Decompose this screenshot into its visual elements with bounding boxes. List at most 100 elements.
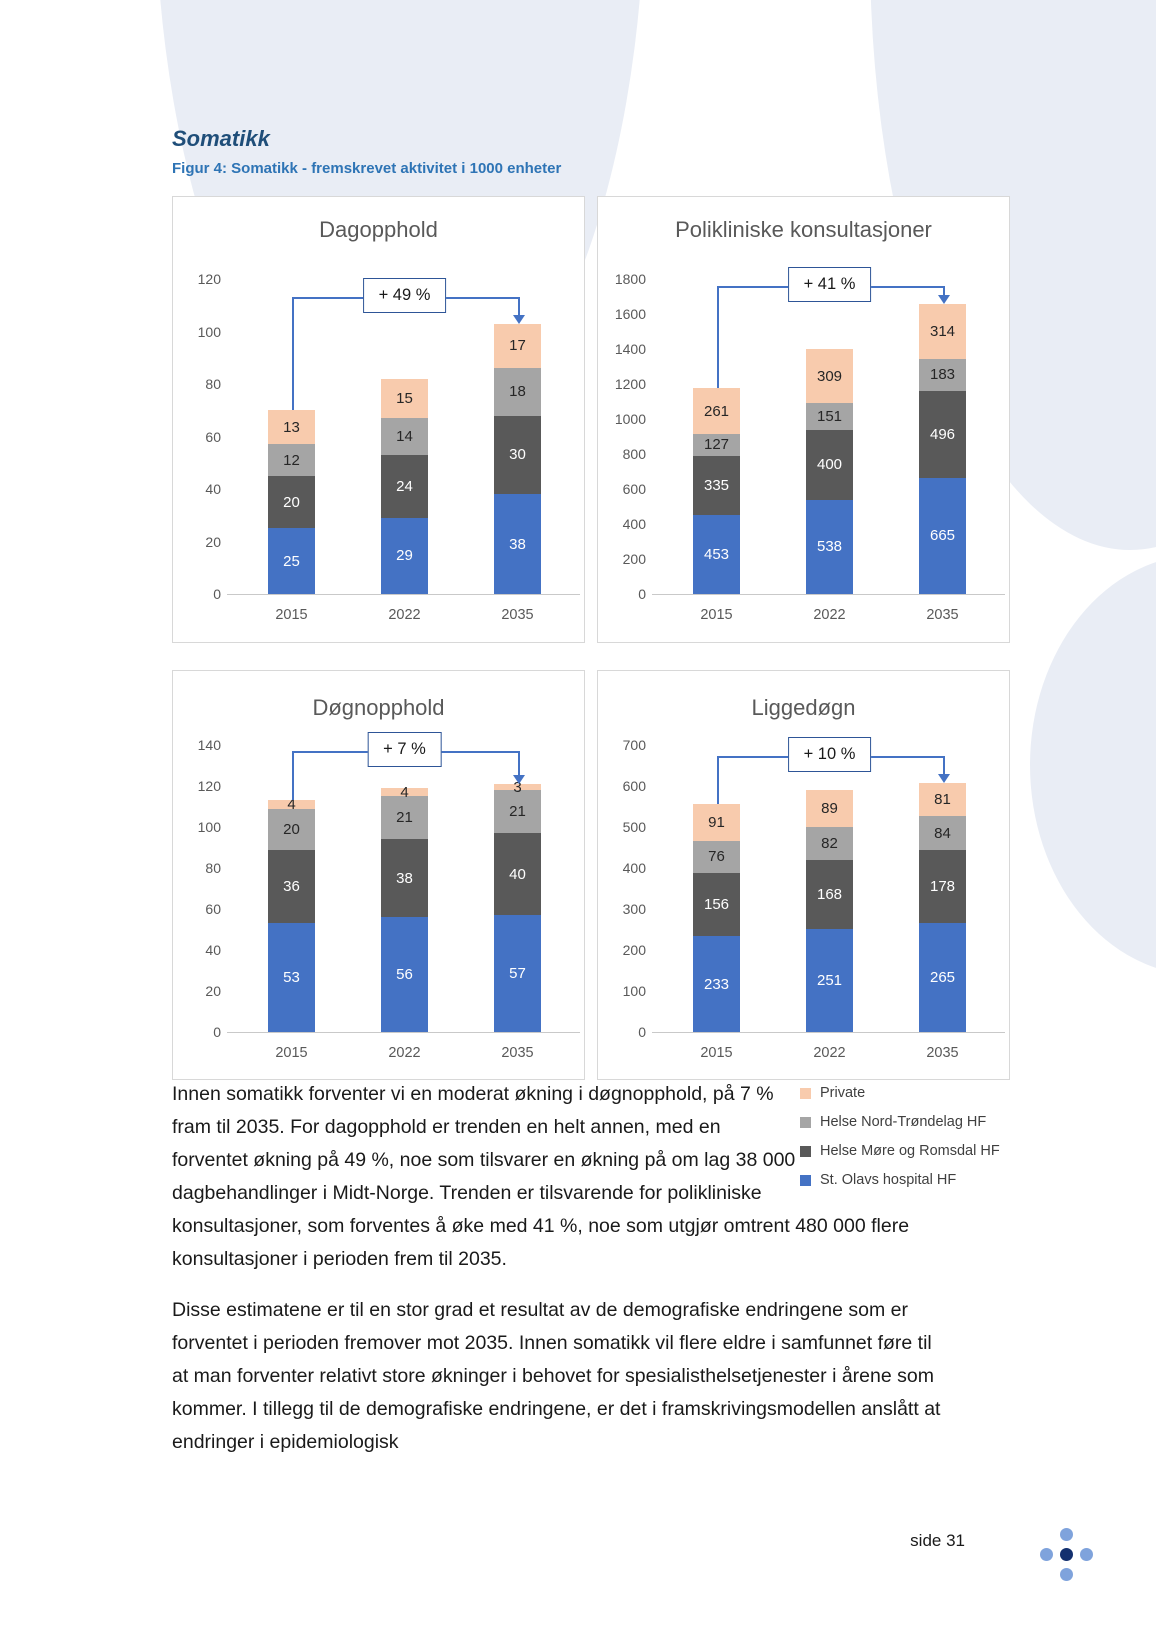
x-category-label: 2015: [275, 607, 308, 623]
bar-segment-value: 400: [816, 456, 843, 474]
x-category-label: 2015: [275, 1045, 308, 1061]
bar-segment: 20: [268, 475, 315, 529]
bar-segment-value: 151: [816, 408, 843, 426]
chart-plot-area: 0 200 400 600 800 1000 1200 1400 1600 1800 453 335 1…: [598, 197, 1009, 642]
y-axis-tick-label: 1400: [614, 341, 646, 357]
bar-segment-value: 15: [396, 389, 413, 407]
y-axis-tick-label: 1800: [614, 271, 646, 287]
bar-segment: 4: [268, 797, 315, 812]
y-axis-tick-label: 800: [622, 446, 646, 462]
legend-swatch-st-olavs: [800, 1175, 811, 1186]
bar-segment-value: 261: [703, 402, 730, 420]
x-category-label: 2022: [813, 1045, 846, 1061]
legend-label: St. Olavs hospital HF: [820, 1172, 957, 1188]
bar-segment-value: 21: [509, 803, 526, 821]
bar-segment: 168: [806, 860, 853, 930]
bar-segment: 400: [806, 429, 853, 500]
logo-dot: [1080, 1548, 1093, 1561]
logo-dot: [1060, 1548, 1073, 1561]
bar-segment: 40: [494, 833, 541, 916]
bar-segment-value: 14: [396, 428, 413, 445]
legend-label: Helse Møre og Romsdal HF: [820, 1143, 1000, 1159]
y-axis-tick-label: 300: [622, 901, 646, 917]
bar-segment: 4: [381, 785, 428, 800]
x-category-label: 2022: [388, 607, 421, 623]
bar-segment: 18: [494, 368, 541, 416]
y-axis-tick-label: 1000: [614, 411, 646, 427]
bar-segment: 496: [919, 390, 966, 478]
chart-dagopphold: Dagopphold 0 20 40 60 80 100 120 25 20 12 13 2015 29…: [172, 196, 585, 643]
bar-segment-value: 25: [283, 552, 300, 570]
y-axis-tick-label: 80: [205, 860, 221, 876]
y-axis-tick-label: 60: [205, 428, 221, 445]
chart-plot-area: 0 20 40 60 80 100 120 25 20 12 13 2015 29 24 14 15 2022 3…: [173, 197, 584, 642]
y-axis-tick-label: 100: [197, 323, 221, 340]
bar-segment-value: 76: [708, 848, 725, 866]
connector-line: [291, 297, 294, 411]
bar-segment-value: 29: [396, 547, 413, 565]
growth-annotation: + 10 %: [787, 737, 872, 772]
growth-annotation: + 49 %: [362, 278, 447, 313]
growth-annotation: + 41 %: [787, 267, 872, 302]
chart-title: Døgnopphold: [312, 695, 445, 720]
bar-segment: 24: [381, 454, 428, 518]
bar-segment: 84: [919, 815, 966, 851]
bar-segment: 314: [919, 303, 966, 359]
x-category-label: 2035: [501, 607, 534, 623]
bar-segment: 25: [268, 528, 315, 594]
y-axis-tick-label: 120: [197, 271, 221, 287]
bar-segment: 13: [268, 410, 315, 445]
bar-segment: 76: [693, 841, 740, 873]
y-axis-tick-label: 500: [622, 819, 646, 835]
logo-dots-icon: [1040, 1527, 1094, 1581]
connector-line: [942, 286, 945, 296]
y-axis-tick-label: 80: [205, 376, 221, 392]
legend-item: St. Olavs hospital HF: [800, 1173, 1030, 1188]
y-axis-tick-label: 200: [622, 942, 646, 958]
bar-segment-value: 538: [816, 538, 843, 556]
chart-dognopphold: Døgnopphold 0 20 40 60 80 100 120 140 53 36 20 4 201…: [172, 670, 585, 1080]
x-axis-line: [227, 1032, 580, 1033]
bar-segment-value: 40: [509, 865, 526, 883]
bar-segment-value: 178: [929, 878, 956, 896]
bar-segment-value: 127: [703, 436, 730, 454]
bar-segment: 38: [494, 494, 541, 594]
y-axis-tick-label: 20: [205, 533, 221, 550]
paragraph: Innen somatikk forventer vi en moderat ø…: [172, 1083, 910, 1270]
bar-segment: 29: [381, 517, 428, 594]
bar-segment: 56: [381, 917, 428, 1032]
x-category-label: 2035: [926, 607, 959, 623]
chart-title: Dagopphold: [319, 217, 438, 242]
bar-segment-value: 3: [513, 778, 522, 796]
y-axis-tick-label: 0: [638, 586, 646, 602]
chart-polikliniske-konsultasjoner: Polikliniske konsultasjoner 0 200 400 600 80…: [597, 196, 1010, 643]
x-category-label: 2035: [501, 1045, 534, 1061]
paragraph: Disse estimatene er til en stor grad et …: [172, 1299, 941, 1453]
chart-plot-area: 0 20 40 60 80 100 120 140 53 36 20 4 2015 56 38 21 4 2022…: [173, 671, 584, 1079]
logo-dot: [1060, 1568, 1073, 1581]
bar-segment-value: 335: [703, 476, 730, 494]
y-axis-tick-label: 60: [205, 901, 221, 917]
arrow-down-icon: [937, 294, 950, 304]
bar-segment: 261: [693, 388, 740, 434]
bar-segment-value: 91: [708, 814, 725, 832]
bar-segment: 309: [806, 349, 853, 404]
x-category-label: 2022: [813, 607, 846, 623]
connector-line: [716, 286, 719, 389]
bar-segment-value: 24: [396, 477, 413, 495]
bar-segment-value: 84: [934, 824, 951, 842]
bar-segment: 53: [268, 923, 315, 1032]
legend-label: Private: [820, 1085, 866, 1101]
bar-segment: 89: [806, 790, 853, 827]
chart-legend: Private Helse Nord-Trøndelag HF Helse Mø…: [800, 1086, 1030, 1202]
bar-segment: 665: [919, 477, 966, 594]
bar-segment: 15: [381, 378, 428, 419]
connector-line: [291, 751, 294, 801]
section-title: Somatikk: [172, 126, 270, 151]
bar-segment-value: 156: [703, 895, 730, 913]
y-axis-tick-label: 400: [622, 860, 646, 876]
bar-segment-value: 233: [703, 975, 730, 993]
bar-segment: 17: [494, 323, 541, 369]
bar-segment-value: 82: [821, 834, 838, 852]
